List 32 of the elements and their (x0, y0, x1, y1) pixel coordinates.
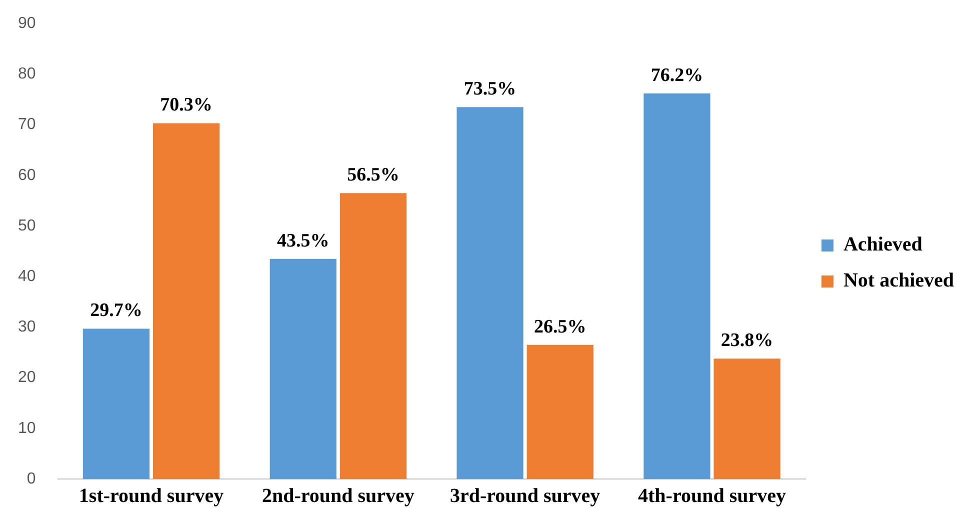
y-tick-label: 60 (18, 166, 36, 184)
data-label: 73.5% (464, 78, 516, 100)
bar (644, 93, 710, 479)
data-label: 70.3% (160, 94, 212, 116)
bar (153, 123, 220, 479)
bar (456, 107, 524, 479)
y-tick-label: 30 (18, 318, 36, 336)
data-label: 76.2% (650, 64, 704, 86)
data-label: 43.5% (277, 230, 330, 252)
x-tick-label: 1st-round survey (78, 485, 224, 508)
x-tick-label: 3rd-round survey (450, 485, 600, 508)
data-label: 29.7% (90, 300, 142, 322)
bar (82, 328, 150, 479)
x-tick-label: 4th-round survey (638, 485, 786, 508)
data-label: 23.8% (720, 330, 774, 351)
legend-label: Not achieved (843, 270, 954, 292)
bar (270, 258, 336, 479)
y-tick-label: 50 (18, 217, 36, 234)
bar (526, 344, 594, 479)
data-label: 56.5% (347, 164, 400, 186)
y-tick-label: 20 (18, 369, 36, 386)
x-tick-label: 2nd-round survey (262, 485, 414, 508)
bar (340, 193, 407, 479)
data-label: 26.5% (534, 316, 586, 338)
y-tick-label: 40 (18, 268, 36, 286)
y-tick-label: 70 (18, 116, 36, 134)
legend-label: Achieved (843, 234, 922, 256)
y-tick-label: 0 (26, 470, 36, 488)
y-tick-label: 90 (18, 15, 36, 32)
y-tick-label: 10 (18, 420, 36, 437)
y-tick-label: 80 (18, 66, 36, 83)
bar (714, 358, 780, 479)
